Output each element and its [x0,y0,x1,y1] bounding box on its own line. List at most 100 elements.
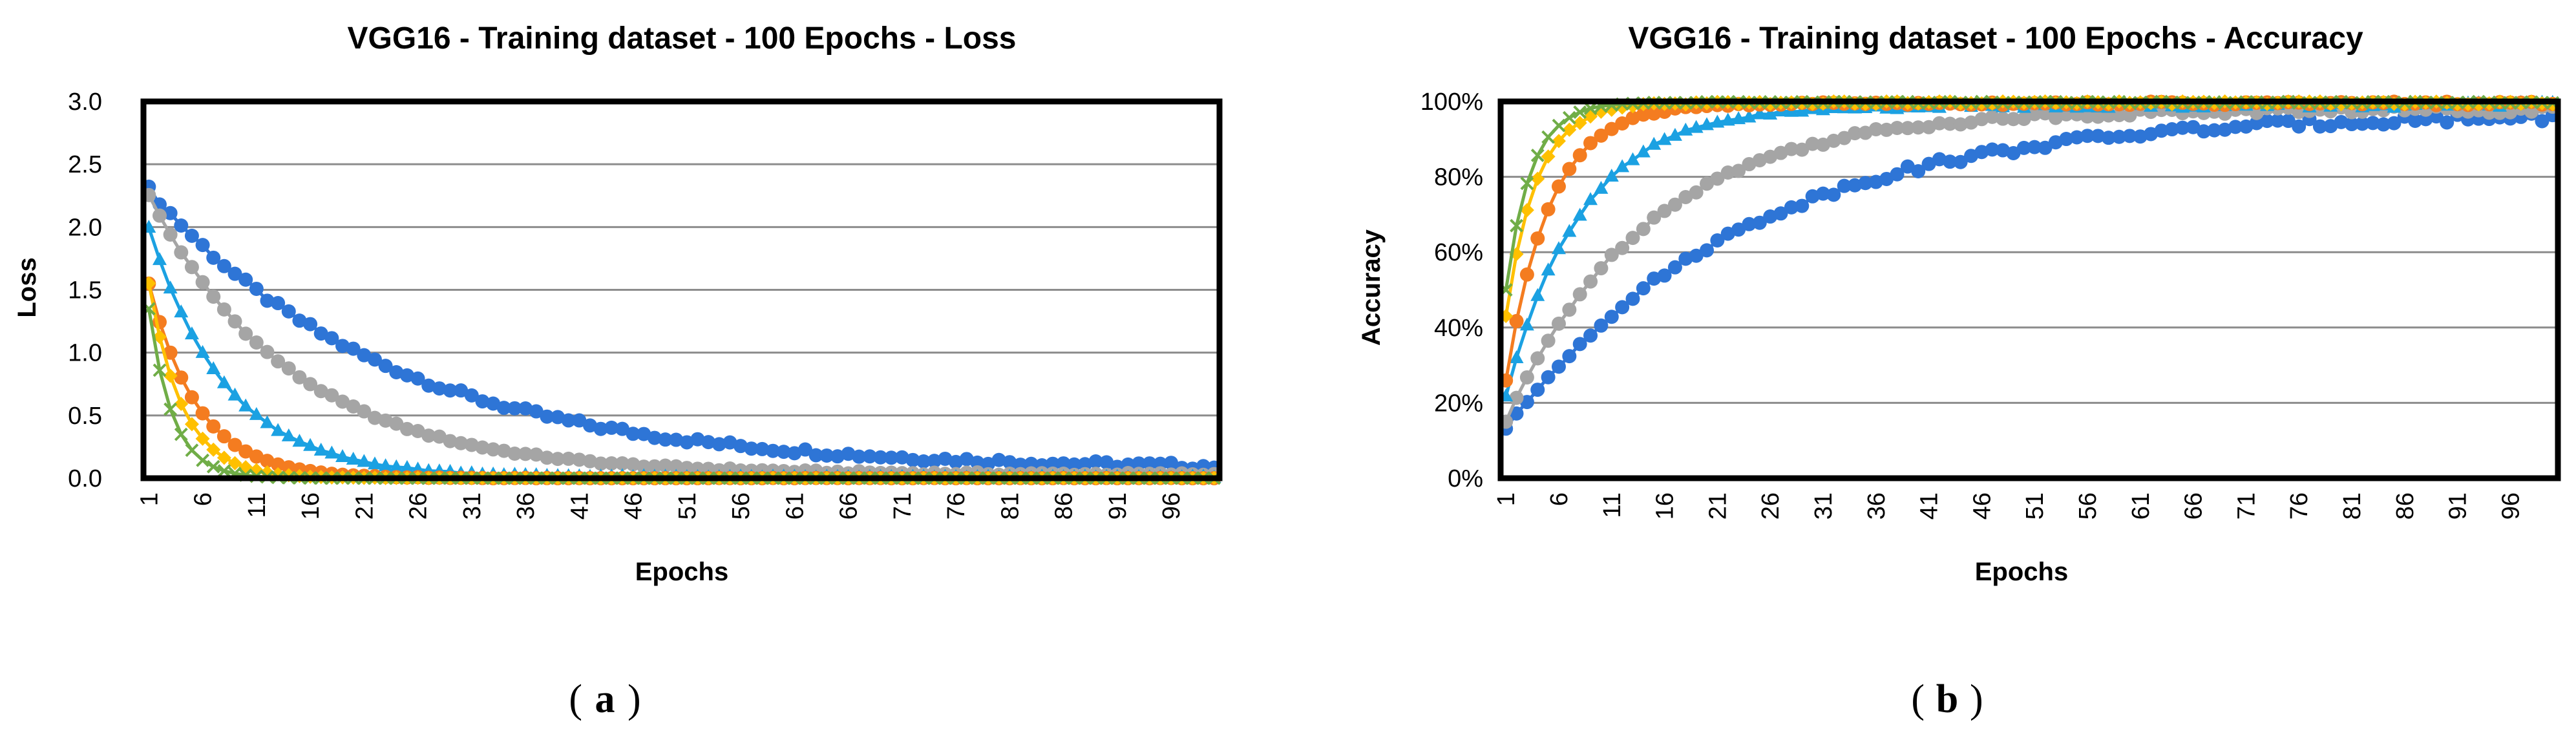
data-point-green-crosses-9 [1583,101,1598,116]
data-point-light-blue-triangles-5 [1541,262,1556,276]
data-point-blue-circles-34 [496,401,511,416]
data-point-blue-circles-5 [184,228,199,243]
data-point-blue-circles-89 [2429,109,2444,124]
data-point-orange-circles-12 [260,454,275,469]
data-point-blue-circles-28 [1784,200,1799,215]
x-tick-label: 16 [297,492,324,520]
data-point-blue-circles-27 [1773,206,1788,221]
data-point-light-blue-triangles-4 [174,304,189,318]
y-tick-label: 3.0 [68,89,102,116]
data-point-gray-circles-37 [529,447,544,462]
data-point-blue-circles-12 [260,293,275,308]
x-tick-label: 26 [1757,492,1784,520]
data-point-green-crosses-2 [153,363,167,377]
data-point-gray-circles-21 [1710,171,1725,186]
data-point-light-blue-triangles-2 [1509,350,1524,363]
data-point-gray-circles-8 [216,302,231,317]
data-point-blue-circles-57 [2091,129,2106,143]
data-point-gray-circles-43 [593,456,608,471]
data-point-gray-circles-15 [292,370,307,385]
data-point-light-blue-triangles-6 [1551,241,1566,255]
data-point-gray-circles-50 [669,459,684,474]
data-point-gray-circles-39 [551,452,565,467]
data-point-blue-circles-73 [2260,114,2275,129]
data-point-blue-circles-33 [1837,178,1852,193]
data-point-yellow-diamonds-9 [227,456,242,470]
x-tick-label: 21 [351,492,378,520]
data-point-blue-circles-40 [561,413,576,428]
data-point-light-blue-triangles-8 [216,375,231,388]
data-point-light-blue-triangles-22 [1720,112,1735,126]
data-point-light-blue-triangles-19 [1689,120,1704,133]
data-point-light-blue-triangles-10 [238,398,253,412]
data-point-blue-circles-70 [2228,120,2243,134]
x-tick-label: 86 [2392,492,2419,520]
data-point-gray-circles-29 [1795,142,1810,157]
data-point-blue-circles-52 [2038,140,2053,155]
data-point-blue-circles-25 [399,368,414,383]
data-point-blue-circles-8 [1572,337,1587,352]
data-point-orange-circles-8 [216,429,231,444]
data-point-blue-circles-42 [582,418,597,433]
data-point-blue-circles-48 [647,430,662,445]
data-point-blue-circles-76 [2292,119,2307,134]
series-orange-circles [1499,94,2560,388]
data-point-light-blue-triangles-21 [1710,114,1725,128]
data-point-orange-circles-14 [281,460,296,475]
data-point-gray-circles-42 [1932,116,1947,131]
x-tick-label: 61 [781,492,808,520]
data-point-gray-circles-39 [1900,121,1915,136]
data-point-blue-circles-96 [1164,456,1179,470]
x-tick-label: 46 [620,492,648,520]
x-tick-label: 36 [512,492,540,520]
x-tick-label: 86 [1051,492,1078,520]
data-point-gray-circles-35 [507,446,522,461]
x-tick-label: 26 [405,492,432,520]
data-point-gray-circles-25 [399,421,414,436]
data-point-blue-circles-6 [1551,359,1566,374]
data-point-gray-circles-11 [1604,248,1619,262]
data-point-blue-circles-40 [1911,164,1926,179]
x-tick-label: 1 [136,492,163,506]
data-point-blue-circles-56 [734,439,748,454]
data-point-blue-circles-24 [1742,216,1757,231]
data-point-gray-circles-60 [2122,108,2137,123]
data-point-blue-circles-31 [464,388,479,403]
data-point-light-blue-triangles-13 [1625,152,1640,165]
data-point-blue-circles-13 [1625,291,1640,306]
x-tick-label: 81 [2339,492,2366,520]
loss-y-axis-label: Loss [13,257,41,317]
data-point-blue-circles-69 [873,450,888,465]
data-point-blue-circles-85 [2387,116,2402,131]
data-point-orange-circles-7 [206,419,221,434]
data-point-light-blue-triangles-8 [1572,207,1587,221]
panel-label-a: a [595,677,615,721]
data-point-blue-circles-41 [572,413,587,428]
data-point-blue-circles-2 [1509,406,1524,421]
data-point-gray-circles-46 [626,457,640,472]
data-point-yellow-diamonds-4 [174,396,189,411]
data-point-light-blue-triangles-15 [292,434,307,447]
data-point-gray-circles-9 [227,314,242,329]
y-tick-label: 80% [1434,164,1483,191]
data-point-green-crosses-3 [1520,176,1534,191]
data-point-gray-circles-29 [443,434,458,448]
data-point-blue-circles-76 [949,454,964,469]
data-point-blue-circles-11 [1604,310,1619,324]
data-point-light-blue-triangles-24 [389,459,404,472]
x-tick-label: 6 [1546,492,1573,506]
data-point-blue-circles-70 [884,450,899,465]
data-point-blue-circles-49 [2006,145,2021,160]
data-point-blue-circles-61 [787,446,802,461]
data-point-yellow-diamonds-5 [1541,149,1556,164]
accuracy-y-ticks: 0% 20% 40% 60% 80% 100% [1420,89,1483,492]
loss-x-axis-label: Epochs [635,558,728,586]
data-point-light-blue-triangles-14 [1636,144,1651,158]
data-point-blue-circles-53 [701,435,716,450]
data-point-gray-circles-37 [1879,122,1894,137]
data-point-yellow-diamonds-3 [163,368,178,383]
loss-chart: VGG16 - Training dataset - 100 Epochs - … [13,21,1223,586]
data-point-light-blue-triangles-22 [367,456,382,470]
data-point-light-blue-triangles-14 [281,428,296,441]
data-point-blue-circles-80 [2334,114,2349,129]
